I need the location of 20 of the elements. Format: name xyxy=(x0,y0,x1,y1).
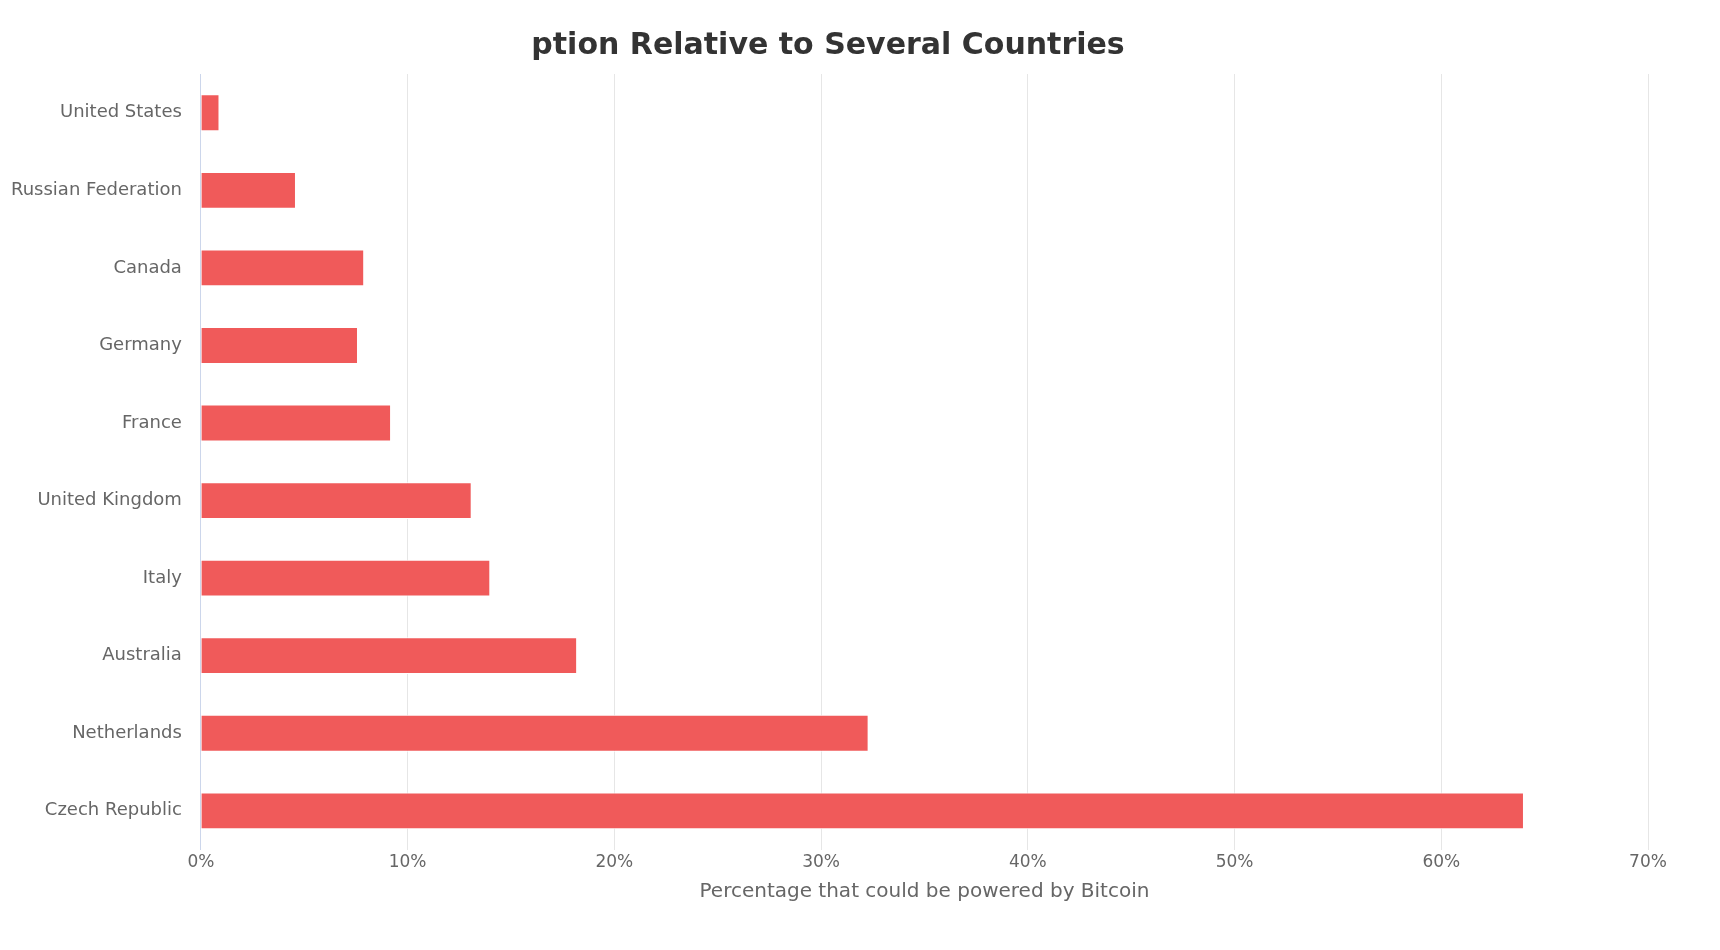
y-tick-label: Germany xyxy=(99,333,183,355)
y-tick-label: Australia xyxy=(102,643,182,665)
x-axis-title: Percentage that could be powered by Bitcoin xyxy=(699,878,1150,903)
chart-title: ption Relative to Several Countries xyxy=(531,25,1125,61)
x-tick-label: 60% xyxy=(1422,851,1461,872)
y-tick-label: Russian Federation xyxy=(10,178,182,200)
x-tick-label: 20% xyxy=(595,851,634,872)
x-tick-label: 0% xyxy=(187,851,215,872)
x-tick-label: 50% xyxy=(1215,851,1254,872)
y-tick-label: Italy xyxy=(142,565,183,587)
y-tick-label: France xyxy=(122,410,182,432)
x-tick-label: 70% xyxy=(1629,851,1667,872)
x-tick-label: 10% xyxy=(388,851,427,872)
y-tick-label: Netherlands xyxy=(72,720,182,742)
y-tick-label: Czech Republic xyxy=(44,798,182,820)
y-tick-label: Canada xyxy=(113,255,182,277)
x-tick-label: 30% xyxy=(802,851,840,872)
y-tick-label: United States xyxy=(59,100,182,122)
x-tick-label: 40% xyxy=(1008,851,1047,872)
y-tick-label: United Kingdom xyxy=(37,488,182,510)
